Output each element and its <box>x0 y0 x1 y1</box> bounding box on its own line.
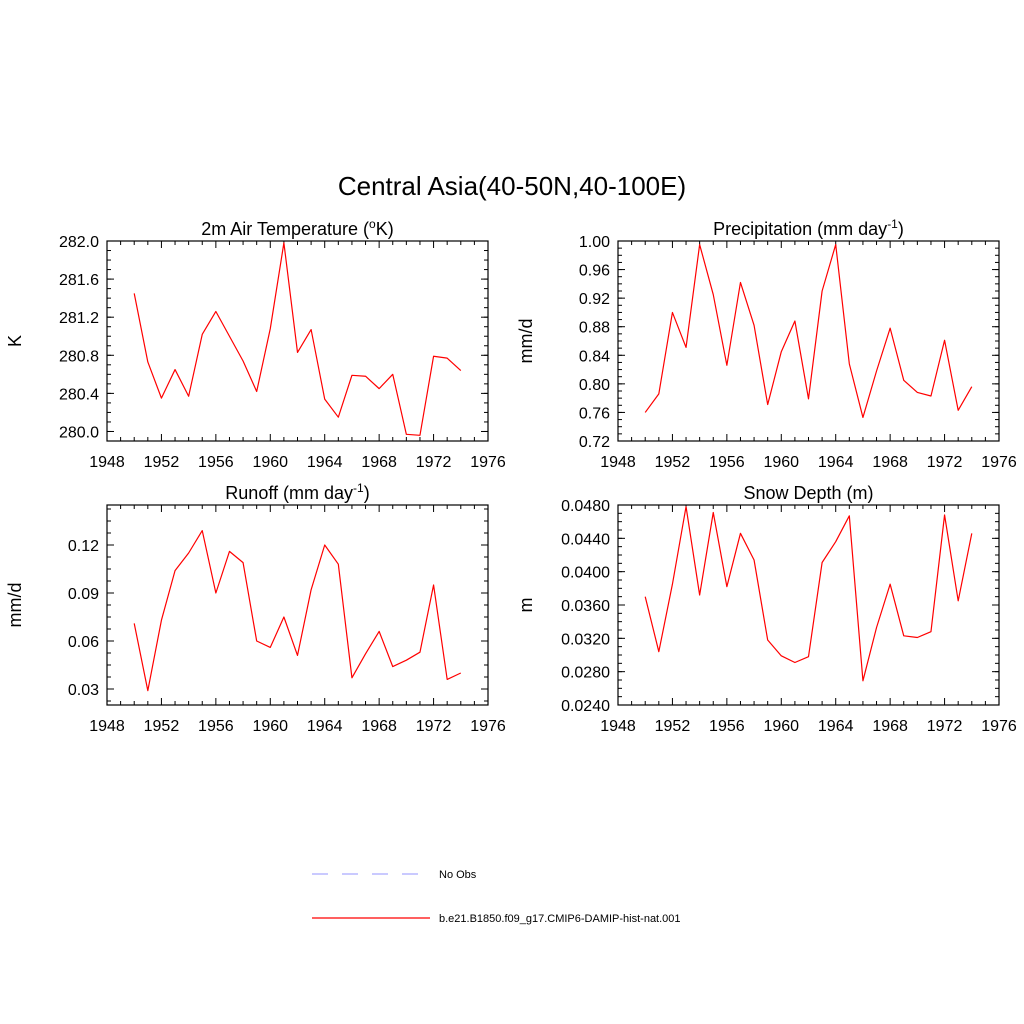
x-tick-label: 1964 <box>307 454 343 471</box>
panel-title-sup: -1 <box>353 481 364 495</box>
y-tick-label: 0.12 <box>68 538 99 555</box>
x-tick-label: 1972 <box>927 454 963 471</box>
y-tick-label: 0.88 <box>579 320 610 337</box>
x-tick-label: 1968 <box>872 718 908 735</box>
x-tick-label: 1948 <box>89 718 125 735</box>
main-title: Central Asia(40-50N,40-100E) <box>338 171 686 201</box>
y-tick-label: 280.8 <box>59 348 99 365</box>
panel-title-sup: -1 <box>887 217 898 231</box>
y-tick-label: 0.0360 <box>561 598 610 615</box>
x-tick-label: 1968 <box>361 718 397 735</box>
panel-title: 2m Air Temperature (oK) <box>201 217 393 239</box>
y-tick-label: 281.2 <box>59 310 99 327</box>
panel-title: Precipitation (mm day-1) <box>713 217 904 239</box>
x-tick-label: 1964 <box>307 718 343 735</box>
x-tick-label: 1956 <box>198 718 234 735</box>
x-tick-label: 1960 <box>763 718 799 735</box>
panel-title: Runoff (mm day-1) <box>225 481 369 503</box>
series-line-1 <box>644 243 973 419</box>
y-tick-label: 0.0400 <box>561 565 610 582</box>
panel-title-end: K) <box>376 219 394 239</box>
panel-title-main: 2m Air Temperature ( <box>201 219 369 239</box>
x-tick-label: 1956 <box>709 718 745 735</box>
x-tick-label: 1976 <box>470 454 506 471</box>
y-tick-label: 0.09 <box>68 586 99 603</box>
x-tick-label: 1964 <box>818 718 854 735</box>
panel-1: 1948 1952 1956 1960 1964 1968 1972 1976 280.0 280… <box>5 217 506 471</box>
x-tick-label: 1972 <box>416 718 452 735</box>
x-tick-label: 1956 <box>709 454 745 471</box>
legend-label-obs: No Obs <box>439 869 477 881</box>
y-tick-label: 280.4 <box>59 386 99 403</box>
x-tick-label: 1948 <box>89 454 125 471</box>
series-line-1 <box>133 242 462 436</box>
legend-label-model: b.e21.B1850.f09_g17.CMIP6-DAMIP-hist-nat… <box>439 913 681 925</box>
x-tick-label: 1952 <box>144 718 180 735</box>
panel-title-main: Runoff (mm day <box>225 483 353 503</box>
series-line-1 <box>133 529 462 692</box>
x-tick-label: 1952 <box>655 454 691 471</box>
y-axis-label: m <box>516 598 536 613</box>
y-tick-label: 0.96 <box>579 263 610 280</box>
y-axis-label: mm/d <box>5 583 25 628</box>
y-tick-label: 0.80 <box>579 377 610 394</box>
y-tick-label: 1.00 <box>579 234 610 251</box>
panel-title: Snow Depth (m) <box>743 483 873 503</box>
y-axis-label: mm/d <box>516 319 536 364</box>
panel-2: 1948 1952 1956 1960 1964 1968 1972 1976 0.72 0.76… <box>516 217 1017 471</box>
x-tick-label: 1968 <box>872 454 908 471</box>
y-tick-label: 0.03 <box>68 682 99 699</box>
x-tick-label: 1972 <box>927 718 963 735</box>
x-tick-label: 1948 <box>600 454 636 471</box>
y-tick-label: 0.92 <box>579 291 610 308</box>
y-tick-label: 0.84 <box>579 348 610 365</box>
x-tick-label: 1948 <box>600 718 636 735</box>
legend: No Obs b.e21.B1850.f09_g17.CMIP6-DAMIP-h… <box>312 869 681 925</box>
panel-title-end: ) <box>898 219 904 239</box>
y-tick-label: 0.06 <box>68 634 99 651</box>
panel-title-main: Snow Depth (m) <box>743 483 873 503</box>
y-tick-label: 0.0240 <box>561 698 610 715</box>
panels: 1948 1952 1956 1960 1964 1968 1972 1976 280.0 280… <box>5 217 1017 735</box>
x-tick-label: 1960 <box>252 454 288 471</box>
y-tick-label: 282.0 <box>59 234 99 251</box>
panel-title-sup: o <box>369 217 376 231</box>
x-tick-label: 1976 <box>470 718 506 735</box>
y-tick-label: 0.72 <box>579 434 610 451</box>
panel-title-main: Precipitation (mm day <box>713 219 887 239</box>
x-tick-label: 1952 <box>655 718 691 735</box>
x-tick-label: 1956 <box>198 454 234 471</box>
panel-3: 1948 1952 1956 1960 1964 1968 1972 1976 0.03 0.06… <box>5 481 506 735</box>
x-tick-label: 1972 <box>416 454 452 471</box>
y-tick-label: 280.0 <box>59 424 99 441</box>
x-tick-label: 1968 <box>361 454 397 471</box>
y-tick-label: 0.76 <box>579 405 610 422</box>
y-tick-label: 0.0320 <box>561 631 610 648</box>
x-tick-label: 1960 <box>252 718 288 735</box>
x-tick-label: 1960 <box>763 454 799 471</box>
panel-title-end: ) <box>364 483 370 503</box>
panel-4: 1948 1952 1956 1960 1964 1968 1972 1976 0.0240 0.… <box>516 483 1017 735</box>
y-tick-label: 0.0280 <box>561 665 610 682</box>
x-tick-label: 1976 <box>981 718 1017 735</box>
x-tick-label: 1952 <box>144 454 180 471</box>
y-tick-label: 0.0440 <box>561 531 610 548</box>
y-axis-label: K <box>5 335 25 347</box>
series-line-1 <box>644 506 973 682</box>
x-tick-label: 1976 <box>981 454 1017 471</box>
y-tick-label: 281.6 <box>59 272 99 289</box>
y-tick-label: 0.0480 <box>561 498 610 515</box>
x-tick-label: 1964 <box>818 454 854 471</box>
